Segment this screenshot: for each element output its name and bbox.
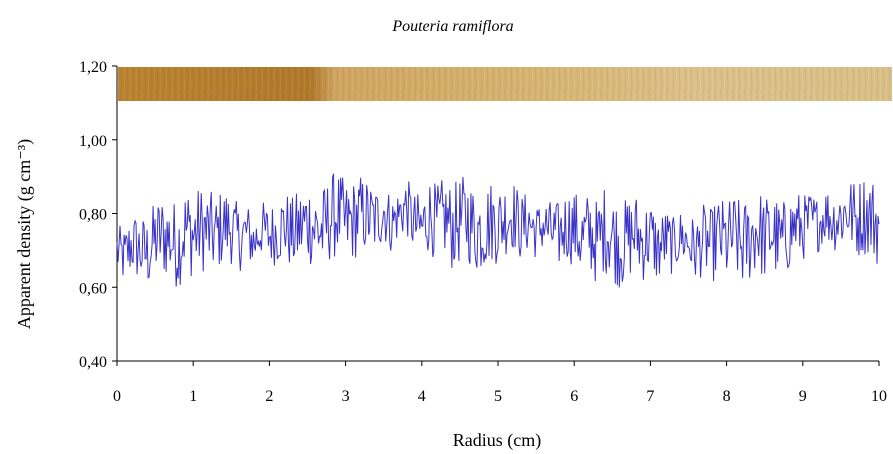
y-axis-title: Apparent density (g cm⁻³)	[14, 139, 35, 329]
x-tick-label: 6	[570, 388, 578, 405]
y-axis-ticks: 0,40 0,60 0,80 1,00 1,20	[79, 59, 117, 371]
x-tick-label: 4	[418, 388, 426, 405]
y-tick-label: 1,00	[79, 133, 107, 150]
x-tick-label: 7	[646, 388, 654, 405]
chart-title: Pouteria ramiflora	[391, 18, 513, 35]
x-axis-ticks: 0 1 2 3 4 5 6 7 8 9 10	[113, 361, 887, 405]
x-tick-label: 1	[189, 388, 197, 405]
x-tick-label: 10	[871, 388, 887, 405]
x-tick-label: 5	[494, 388, 502, 405]
y-tick-label: 0,40	[79, 354, 107, 371]
x-tick-label: 8	[723, 388, 731, 405]
x-tick-label: 0	[113, 388, 121, 405]
x-axis-title: Radius (cm)	[453, 430, 541, 451]
density-line	[116, 173, 880, 288]
y-tick-label: 0,60	[79, 280, 107, 297]
x-tick-label: 9	[799, 388, 807, 405]
x-tick-label: 3	[342, 388, 350, 405]
wood-sample-image	[118, 67, 892, 101]
x-tick-label: 2	[265, 388, 273, 405]
y-tick-label: 1,20	[79, 59, 107, 76]
y-tick-label: 0,80	[79, 207, 107, 224]
density-series	[116, 173, 880, 288]
